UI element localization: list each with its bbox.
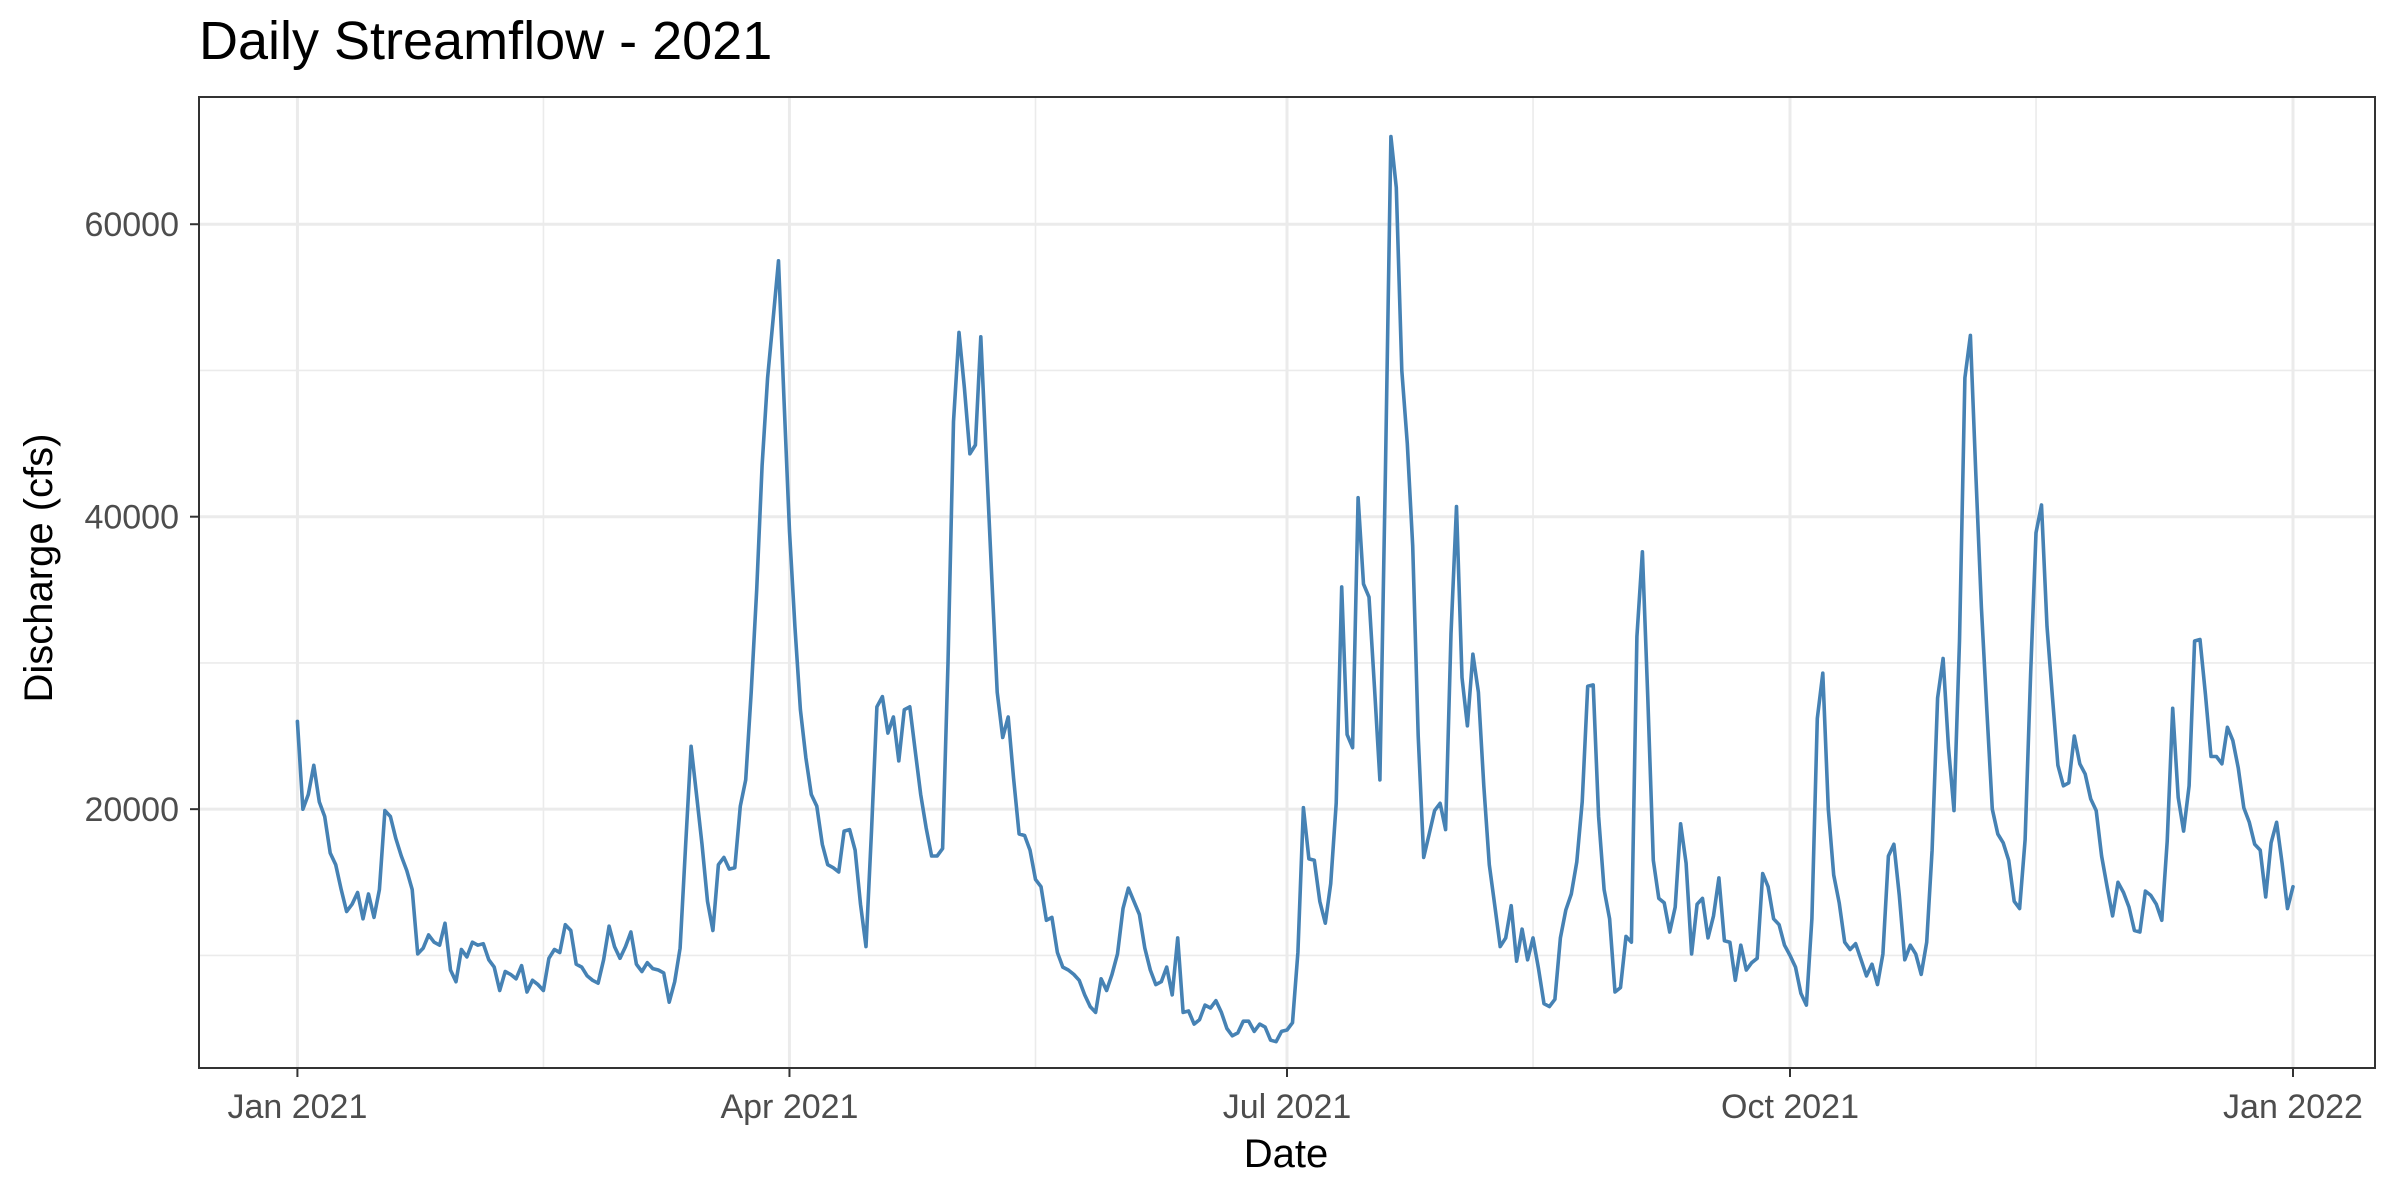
y-tick-label: 40000 <box>84 499 179 537</box>
y-tick-label: 20000 <box>84 791 179 829</box>
x-tick-label: Jan 2022 <box>2223 1088 2363 1126</box>
x-axis: Jan 2021 Apr 2021 Jul 2021 Oct 2021 Jan 2022 <box>227 1068 2363 1126</box>
x-tick-label: Oct 2021 <box>1721 1088 1859 1126</box>
y-axis-title: Discharge (cfs) <box>17 434 61 703</box>
y-tick-label: 60000 <box>84 206 179 244</box>
y-axis: 20000 40000 60000 <box>84 206 199 829</box>
streamflow-line <box>295 134 2295 1044</box>
x-tick-label: Jul 2021 <box>1223 1088 1352 1126</box>
chart-title: Daily Streamflow - 2021 <box>199 11 773 71</box>
x-tick-label: Jan 2021 <box>227 1088 367 1126</box>
major-gridlines <box>199 97 2375 1068</box>
x-axis-title: Date <box>1244 1132 1329 1176</box>
x-tick-label: Apr 2021 <box>720 1088 858 1126</box>
